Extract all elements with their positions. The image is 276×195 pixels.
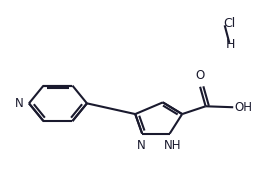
Text: Cl: Cl: [224, 17, 236, 30]
Text: H: H: [226, 38, 235, 51]
Text: O: O: [195, 69, 205, 82]
Text: N: N: [136, 139, 145, 152]
Text: OH: OH: [235, 101, 253, 114]
Text: N: N: [15, 97, 23, 110]
Text: NH: NH: [164, 139, 181, 152]
